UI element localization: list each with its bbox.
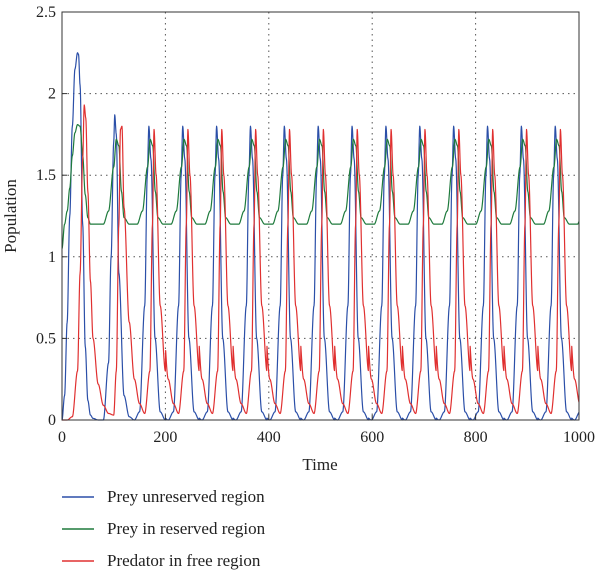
y-tick-label: 2.5 xyxy=(36,4,56,21)
legend-label: Predator in free region xyxy=(107,551,261,570)
plot-frame xyxy=(61,11,580,421)
x-tick-label: 200 xyxy=(153,429,177,446)
y-tick-label: 0.5 xyxy=(36,330,56,347)
series-layer xyxy=(61,52,580,421)
legend-label: Prey in reserved region xyxy=(107,519,266,538)
axis-ticks xyxy=(61,11,580,421)
y-tick-label: 0 xyxy=(48,412,56,429)
x-tick-label: 400 xyxy=(257,429,281,446)
legend-item: Predator in free region xyxy=(62,551,261,570)
series-line xyxy=(61,104,580,421)
y-tick-label: 1 xyxy=(48,249,56,266)
tick-labels: 0 200 400 600 800 1000 0 0.5 1 1.5 2 2.5 xyxy=(36,4,595,446)
x-tick-label: 600 xyxy=(360,429,384,446)
series-line xyxy=(61,52,580,421)
x-axis-title: Time xyxy=(302,455,337,474)
legend-label: Prey unreserved region xyxy=(107,487,265,506)
grid-lines xyxy=(62,12,579,420)
x-tick-label: 0 xyxy=(58,429,66,446)
y-tick-label: 1.5 xyxy=(36,167,56,184)
legend: Prey unreserved region Prey in reserved r… xyxy=(62,487,266,570)
y-tick-label: 2 xyxy=(48,86,56,103)
x-tick-label: 1000 xyxy=(563,429,595,446)
x-tick-label: 800 xyxy=(464,429,488,446)
legend-item: Prey in reserved region xyxy=(62,519,266,538)
legend-item: Prey unreserved region xyxy=(62,487,265,506)
y-axis-title: Population xyxy=(1,179,20,253)
series-line xyxy=(61,124,580,249)
